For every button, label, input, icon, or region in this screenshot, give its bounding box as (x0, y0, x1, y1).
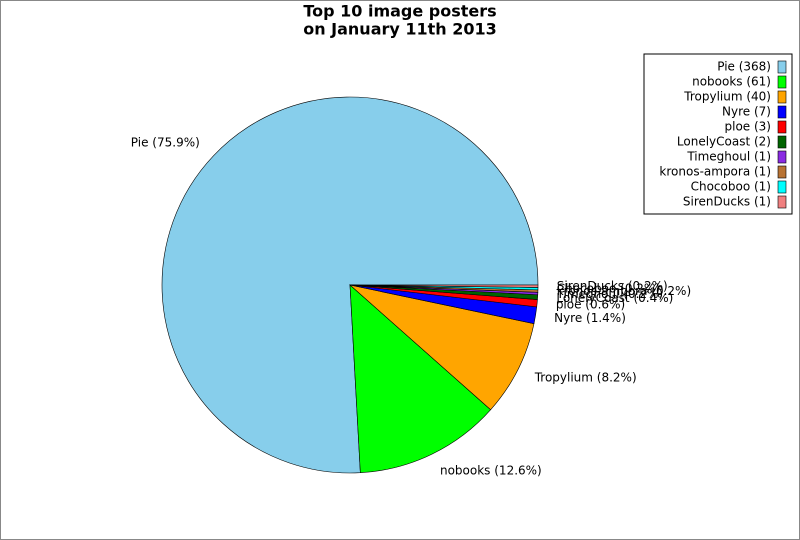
legend-label: ploe (3) (725, 120, 772, 134)
pie-slice (348, 284, 535, 411)
slice-label: kronos-ampora (0.2%) (557, 284, 691, 298)
slice-label: Nyre (1.4%) (554, 311, 626, 325)
pie: Pie (75.9%) nobooks (12.6%) Tropylium (8.2… (131, 96, 691, 478)
pie-slice (349, 284, 492, 474)
legend: Pie (368)nobooks (61)Tropylium (40)Nyre … (643, 53, 793, 215)
legend-box (643, 53, 793, 215)
legend-swatch (777, 165, 787, 179)
legend-swatch (777, 120, 787, 134)
legend-label: Pie (368) (717, 60, 771, 74)
legend-swatch (777, 90, 787, 104)
legend-label: Tropylium (40) (683, 90, 771, 104)
slice-label: LonelyCoast (0.4%) (556, 291, 673, 305)
legend-label: Nyre (7) (722, 105, 771, 119)
slice-label: nobooks (12.6%) (440, 464, 542, 478)
legend-swatch (777, 135, 787, 149)
chart-title: Top 10 image posters (303, 2, 496, 21)
legend-label: SirenDucks (1) (683, 195, 771, 209)
legend-label: nobooks (61) (692, 75, 771, 89)
slice-label: SirenDucks (0.2%) (557, 279, 668, 293)
slice-label: ploe (0.6%) (556, 298, 625, 312)
slice-label: Timeghoul (0.2%) (556, 287, 664, 301)
chart-title: on January 11th 2013 (303, 20, 497, 39)
legend-swatch (777, 75, 787, 89)
legend-swatch (777, 180, 787, 194)
legend-swatch (777, 195, 787, 209)
legend-swatch (777, 105, 787, 119)
legend-label: kronos-ampora (1) (659, 165, 771, 179)
slice-label: Pie (75.9%) (131, 135, 200, 149)
legend-swatch (777, 60, 787, 74)
legend-label: LonelyCoast (2) (677, 135, 771, 149)
slice-label: Chocoboo (0.2%) (557, 282, 660, 296)
slice-label: Tropylium (8.2%) (534, 370, 637, 384)
legend-label: Timeghoul (1) (686, 150, 771, 164)
legend-label: Chocoboo (1) (691, 180, 771, 194)
pie-slice (349, 284, 539, 288)
legend-swatch (777, 150, 787, 164)
